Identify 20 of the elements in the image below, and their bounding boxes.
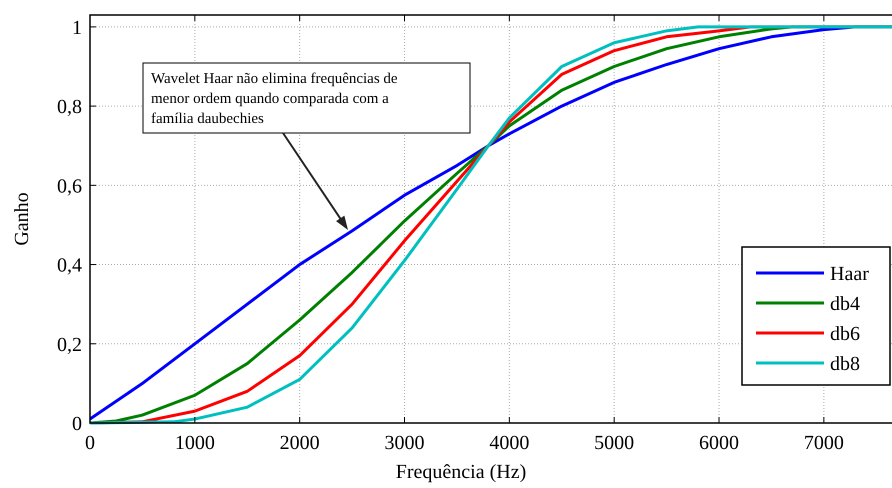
y-tick-label: 0,4 [57,254,82,277]
x-axis-title: Frequência (Hz) [396,461,526,483]
x-tick-label: 5000 [594,432,634,454]
x-tick-label: 3000 [384,432,425,454]
x-tick-label: 1000 [174,432,215,454]
y-tick-label: 0 [72,413,82,435]
legend-label: db6 [830,323,860,345]
legend-label: db8 [830,353,860,375]
y-tick-label: 0,8 [57,96,82,118]
y-tick-label: 0,6 [57,175,82,198]
annotation: Wavelet Haar não elimina frequências de menor ordem quando comparada com a família daubechies [151,71,398,127]
y-tick-label: 0,2 [57,334,82,356]
legend-label: db4 [830,293,860,315]
x-tick-label: 6000 [699,432,740,454]
y-tick-label: 1 [72,16,82,39]
x-tick-label: 2000 [280,432,320,454]
x-tick-label: 7000 [804,432,844,454]
x-tick-label: 4000 [489,432,530,454]
y-axis-title: Ganho [11,192,33,246]
legend-label: Haar [830,263,870,285]
